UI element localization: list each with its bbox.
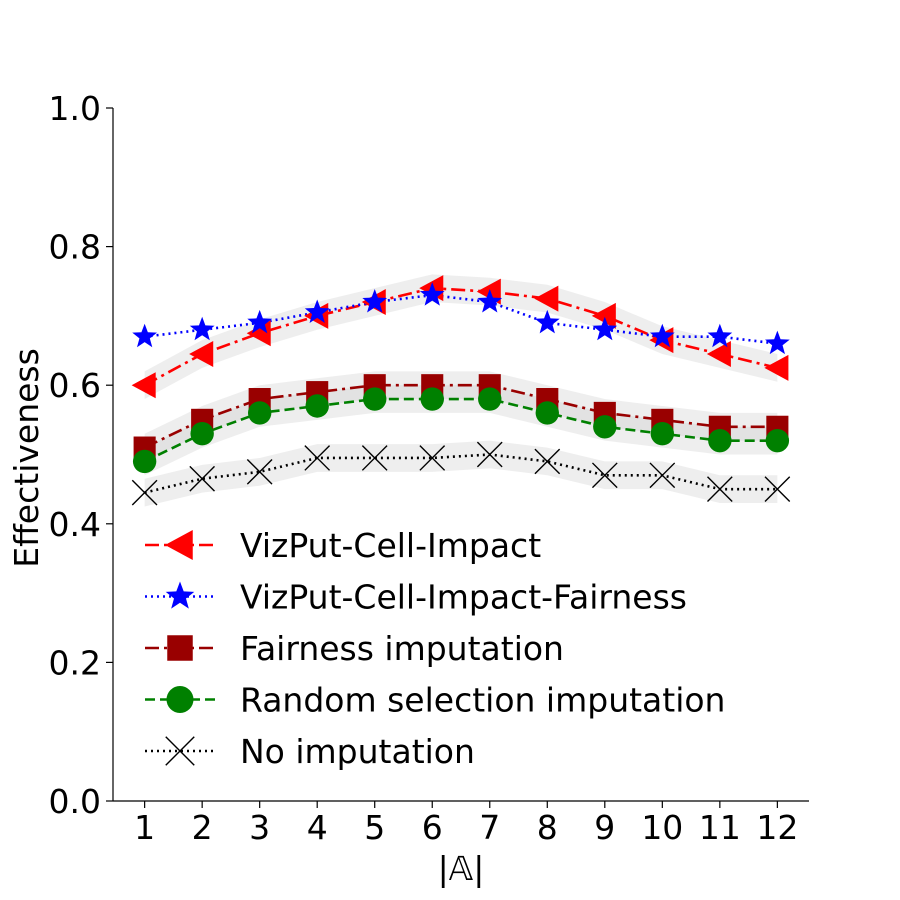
- data-point-vizput-cell-impact-fairness: [707, 323, 733, 348]
- y-tick-label: 1.0: [49, 89, 101, 128]
- data-point-no-imputation: [534, 448, 561, 475]
- band-no-imputation: [144, 440, 778, 507]
- data-point-vizput-cell-impact-fairness: [477, 289, 503, 313]
- data-point-vizput-cell-impact-fairness: [649, 323, 675, 348]
- x-marker-stroke: [165, 736, 195, 766]
- data-point-vizput-cell-impact-fairness: [304, 299, 330, 323]
- x-marker-stroke: [131, 479, 158, 506]
- y-ticks: 0.0 0.2 0.4 0.6 0.8 1.0: [49, 89, 113, 821]
- data-point-random-selection-imputation: [363, 387, 387, 411]
- data-point-no-imputation: [131, 479, 158, 506]
- x-tick-label: 2: [192, 808, 213, 847]
- x-tick-label: 12: [756, 808, 798, 847]
- data-point-vizput-cell-impact-fairness: [534, 309, 560, 334]
- x-marker-stroke: [476, 441, 503, 468]
- legend-label: No imputation: [240, 732, 475, 771]
- x-tick-label: 3: [249, 808, 270, 847]
- data-point-no-imputation: [189, 465, 216, 492]
- legend-label: VizPut-Cell-Impact-Fairness: [240, 578, 687, 617]
- data-point-vizput-cell-impact-fairness: [247, 309, 273, 334]
- x-tick-label: 11: [699, 808, 741, 847]
- legend-item-fairness-imputation: Fairness imputation: [145, 629, 564, 668]
- data-point-vizput-cell-impact: [131, 372, 156, 399]
- legend-label: Fairness imputation: [240, 629, 564, 668]
- x-marker-stroke: [649, 462, 676, 489]
- x-tick-label: 7: [479, 808, 500, 847]
- data-point-no-imputation: [649, 462, 676, 489]
- x-marker-stroke: [706, 476, 733, 502]
- x-marker-stroke: [591, 462, 618, 489]
- legend-marker: [166, 686, 194, 713]
- data-point-no-imputation: [591, 462, 618, 489]
- legend-item-vizput-cell-impact: VizPut-Cell-Impact: [145, 526, 541, 565]
- legend: VizPut-Cell-Impact VizPut-Cell-Impact-Fai…: [145, 526, 725, 771]
- y-tick-label: 0.4: [49, 505, 101, 544]
- data-point-no-imputation: [304, 445, 331, 471]
- x-marker-stroke: [189, 465, 216, 492]
- x-tick-label: 10: [641, 808, 683, 847]
- data-point-random-selection-imputation: [593, 415, 617, 439]
- x-axis-label: |𝔸|: [438, 849, 485, 888]
- data-point-vizput-cell-impact-fairness: [362, 289, 388, 313]
- data-point-no-imputation: [246, 458, 273, 485]
- legend-item-no-imputation: No imputation: [145, 732, 475, 771]
- data-point-random-selection-imputation: [535, 401, 559, 425]
- data-point-random-selection-imputation: [765, 428, 790, 453]
- data-point-vizput-cell-impact: [189, 341, 214, 368]
- x-tick-label: 4: [307, 808, 328, 847]
- data-point-vizput-cell-impact-fairness: [189, 316, 215, 341]
- data-point-vizput-cell-impact-fairness: [765, 330, 790, 355]
- data-point-no-imputation: [419, 445, 446, 471]
- x-ticks: 1 2 3 4 5 6 7 8 9 10 11 12: [134, 801, 798, 847]
- x-marker-stroke: [361, 445, 388, 471]
- y-tick-label: 0.0: [49, 782, 101, 821]
- data-point-random-selection-imputation: [708, 428, 732, 453]
- legend-label: Random selection imputation: [240, 681, 725, 720]
- data-point-vizput-cell-impact: [764, 354, 789, 381]
- x-tick-label: 6: [422, 808, 443, 847]
- data-point-random-selection-imputation: [132, 449, 157, 474]
- x-tick-label: 5: [364, 808, 385, 847]
- x-tick-label: 8: [537, 808, 558, 847]
- y-axis-label: Effectiveness: [7, 348, 46, 568]
- data-point-vizput-cell-impact: [591, 302, 616, 329]
- y-tick-label: 0.8: [49, 228, 101, 267]
- legend-marker: [167, 635, 193, 661]
- x-marker-stroke: [246, 458, 273, 485]
- data-point-vizput-cell-impact: [534, 285, 559, 312]
- data-point-random-selection-imputation: [305, 394, 329, 418]
- x-marker-stroke: [764, 476, 791, 502]
- y-tick-label: 0.2: [49, 643, 101, 682]
- data-point-vizput-cell-impact-fairness: [132, 323, 157, 348]
- data-point-no-imputation: [706, 476, 733, 502]
- legend-marker: [165, 530, 193, 560]
- confidence-bands: [144, 274, 778, 507]
- legend-marker: [165, 736, 195, 766]
- x-tick-label: 1: [134, 808, 155, 847]
- data-point-random-selection-imputation: [190, 422, 214, 446]
- data-point-no-imputation: [476, 441, 503, 468]
- data-point-no-imputation: [764, 476, 791, 502]
- data-point-random-selection-imputation: [650, 422, 675, 446]
- data-point-vizput-cell-impact: [706, 341, 731, 368]
- data-point-no-imputation: [361, 445, 388, 471]
- data-point-random-selection-imputation: [478, 387, 502, 411]
- x-marker-stroke: [419, 445, 446, 471]
- axes: [112, 108, 809, 802]
- legend-label: VizPut-Cell-Impact: [240, 526, 541, 565]
- data-point-random-selection-imputation: [420, 387, 444, 411]
- y-tick-label: 0.6: [49, 366, 101, 405]
- data-point-random-selection-imputation: [247, 401, 272, 425]
- data-point-vizput-cell-impact-fairness: [419, 282, 445, 306]
- legend-item-vizput-cell-impact-fairness: VizPut-Cell-Impact-Fairness: [145, 578, 687, 617]
- series-markers: [131, 275, 791, 506]
- x-marker-stroke: [534, 448, 561, 475]
- data-point-vizput-cell-impact-fairness: [592, 316, 618, 341]
- legend-marker: [165, 581, 195, 609]
- x-marker-stroke: [304, 445, 331, 471]
- x-tick-label: 9: [594, 808, 615, 847]
- legend-item-random-selection-imputation: Random selection imputation: [145, 681, 725, 720]
